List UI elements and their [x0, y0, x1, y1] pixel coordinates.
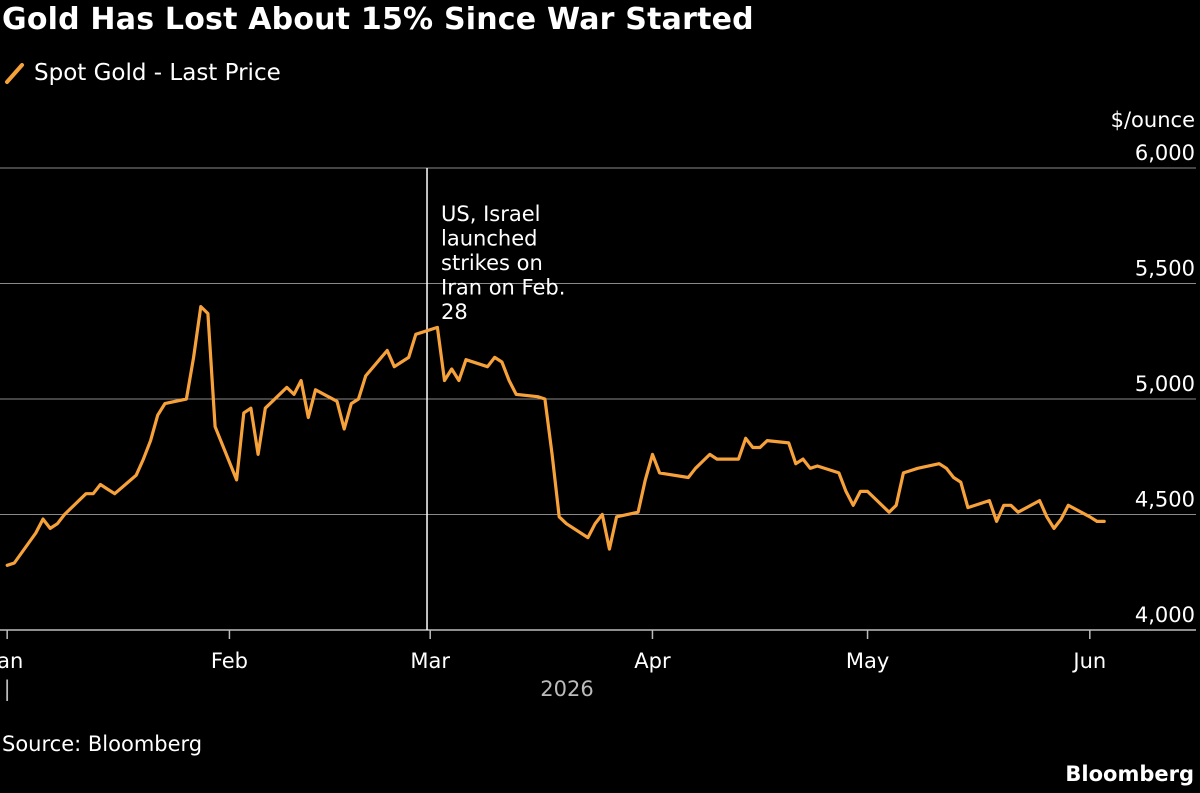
x-tick-label: Jan	[0, 649, 23, 673]
series-line-spot-gold	[5, 305, 1106, 567]
chart-title: Gold Has Lost About 15% Since War Starte…	[2, 2, 754, 37]
legend-label: Spot Gold - Last Price	[34, 60, 281, 86]
grid-layer	[0, 167, 1196, 631]
brand-logo: Bloomberg	[1065, 762, 1194, 786]
y-tick-label: 6,000	[1135, 141, 1195, 165]
y-axis-unit-label: $/ounce	[1111, 108, 1195, 132]
x-tick-label: Apr	[634, 649, 671, 673]
x-tick-label: Jun	[1071, 649, 1106, 673]
y-tick-label: 4,500	[1135, 488, 1195, 512]
annotation-text-line: 28	[441, 300, 468, 324]
x-tick-label: May	[846, 649, 889, 673]
annotation-text-line: strikes on	[441, 251, 543, 275]
series-layer	[5, 305, 1106, 567]
year-marker: |	[4, 677, 11, 702]
annotation-text-line: US, Israel	[441, 202, 540, 226]
y-tick-label: 5,000	[1135, 372, 1195, 396]
x-tick-label: Mar	[410, 649, 450, 673]
y-tick-label: 5,500	[1135, 257, 1195, 281]
annotation-text-line: launched	[441, 227, 537, 251]
source-note: Source: Bloomberg	[2, 732, 203, 756]
annotation-text-line: Iran on Feb.	[441, 276, 565, 300]
y-tick-label: 4,000	[1135, 603, 1195, 627]
legend: Spot Gold - Last Price	[4, 60, 281, 86]
axis-layer: 4,000 4,500 5,000 5,500 6,000 $/ounce Jan Feb Ma…	[0, 108, 1195, 702]
x-year-label: 2026	[540, 677, 593, 701]
x-tick-label: Feb	[211, 649, 248, 673]
legend-swatch-icon	[5, 63, 24, 84]
